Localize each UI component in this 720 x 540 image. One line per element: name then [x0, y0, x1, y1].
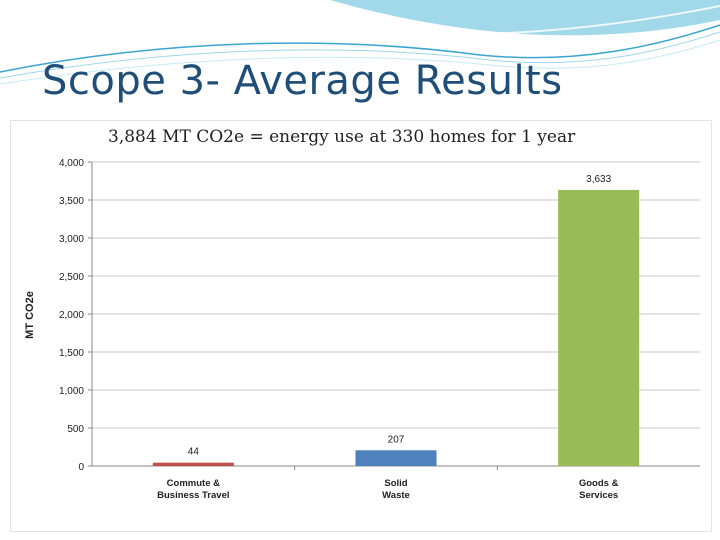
wave-line-1	[0, 24, 720, 73]
bar-solid-waste	[355, 450, 437, 466]
wave-fill-mid	[330, 0, 720, 36]
wave-line-2	[0, 31, 720, 79]
y-tick-label: 0	[78, 462, 84, 473]
data-label-solid-waste: 207	[388, 434, 405, 445]
y-tick-label: 2,500	[59, 272, 84, 283]
y-tick-label: 1,000	[59, 386, 84, 397]
label-layer: 0 500 1,000 1,500 2,000 2,500 3,000 3,500 4,000 4…	[59, 158, 619, 501]
y-tick-label: 2,000	[59, 310, 84, 321]
chart-title: 3,884 MT CO2e = energy use at 330 homes …	[108, 127, 576, 147]
x-category-label: Commute &	[167, 478, 220, 489]
wave-line-3	[0, 39, 720, 85]
x-category-label: Services	[579, 490, 618, 501]
y-tick-label: 1,500	[59, 348, 84, 359]
x-category-label: Goods &	[579, 478, 619, 489]
wave-line-4	[199, 0, 720, 36]
x-category-label: Solid	[384, 478, 407, 489]
y-tick-label: 500	[67, 424, 84, 435]
x-category-label: Waste	[382, 490, 410, 501]
data-label-goods-services: 3,633	[586, 174, 611, 185]
slide-title: Scope 3- Average Results	[42, 58, 563, 104]
x-category-label: Business Travel	[157, 490, 229, 501]
y-tick-label: 3,500	[59, 196, 84, 207]
bar-goods-services	[558, 189, 640, 466]
data-label-commute: 44	[188, 447, 200, 458]
y-tick-label: 3,000	[59, 234, 84, 245]
bar-layer	[152, 189, 640, 466]
y-axis-label: MT CO2e	[24, 291, 36, 339]
y-tick-label: 4,000	[59, 158, 84, 169]
bar-commute	[152, 462, 234, 466]
header-wave-decoration	[0, 0, 720, 85]
